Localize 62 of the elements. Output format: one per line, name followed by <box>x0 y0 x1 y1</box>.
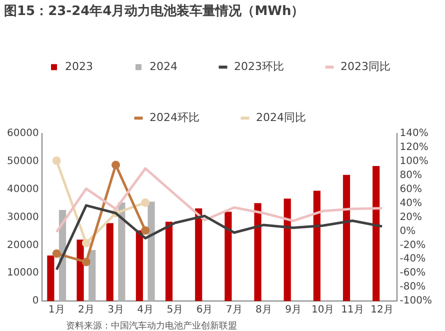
y2-tick-label: 60% <box>400 184 422 195</box>
bar <box>224 212 232 301</box>
y2-tick-label: -80% <box>400 282 426 293</box>
bar <box>76 240 84 301</box>
x-tick-label: 4月 <box>137 304 154 316</box>
x-tick-label: 9月 <box>285 304 302 316</box>
x-tick-label: 12月 <box>370 304 394 316</box>
y-tick-label: 60000 <box>7 128 39 140</box>
bar <box>148 202 155 301</box>
point <box>82 238 90 248</box>
legend-label: 2024 <box>150 60 178 73</box>
x-tick-label: 10月 <box>311 304 334 316</box>
point <box>141 226 150 235</box>
legend-label: 2023同比 <box>340 60 390 73</box>
x-tick-label: 8月 <box>255 304 272 316</box>
bar <box>372 166 380 301</box>
y2-tick-label: -100% <box>400 296 432 307</box>
bar <box>342 174 350 301</box>
bar <box>254 203 262 301</box>
legend-label: 2024环比 <box>150 110 200 124</box>
bar <box>195 208 202 301</box>
point <box>52 156 61 166</box>
y-tick-label: 40000 <box>7 184 39 195</box>
point <box>52 249 61 258</box>
x-tick-label: 7月 <box>226 304 242 316</box>
y-tick-label: 0 <box>32 296 39 307</box>
x-tick-label: 5月 <box>166 304 184 316</box>
bar <box>165 222 173 301</box>
legend-label: 2023 <box>65 60 94 73</box>
y2-tick-label: -60% <box>400 268 426 279</box>
bar <box>118 202 126 301</box>
chart-title: 图15：23-24年4月动力电池装车量情况（MWh） <box>4 3 304 20</box>
x-tick-label: 1月 <box>48 304 65 316</box>
point <box>112 160 120 170</box>
y2-tick-label: 140% <box>400 128 428 140</box>
y-tick-label: 50000 <box>7 156 39 168</box>
y2-tick-label: 120% <box>400 142 428 154</box>
bar <box>47 256 54 301</box>
y2-tick-label: 100% <box>400 156 428 168</box>
point <box>141 198 150 207</box>
y2-tick-label: 40% <box>400 198 422 209</box>
bar <box>106 223 114 301</box>
bar <box>136 230 143 301</box>
point <box>82 258 90 266</box>
bar <box>88 250 96 301</box>
bar <box>284 198 291 301</box>
bar <box>313 190 320 301</box>
y2-tick-label: 20% <box>400 212 422 223</box>
legend-label: 2024同比 <box>256 110 306 124</box>
y2-tick-label: 0% <box>400 226 416 237</box>
x-tick-label: 6月 <box>196 304 213 316</box>
text: 资料来源：中国汽车动力电池产业创新联盟 <box>66 320 237 331</box>
y2-tick-label: 80% <box>400 170 422 182</box>
x-tick-label: 2月 <box>78 304 94 316</box>
y-tick-label: 10000 <box>7 268 39 279</box>
y-tick-label: 20000 <box>7 240 39 251</box>
y-tick-label: 30000 <box>7 212 39 223</box>
y2-tick-label: -20% <box>400 240 426 251</box>
x-tick-label: 3月 <box>108 304 124 316</box>
y2-tick-label: -40% <box>400 254 426 265</box>
legend-label: 2023环比 <box>234 60 284 73</box>
x-tick-label: 11月 <box>341 304 364 316</box>
